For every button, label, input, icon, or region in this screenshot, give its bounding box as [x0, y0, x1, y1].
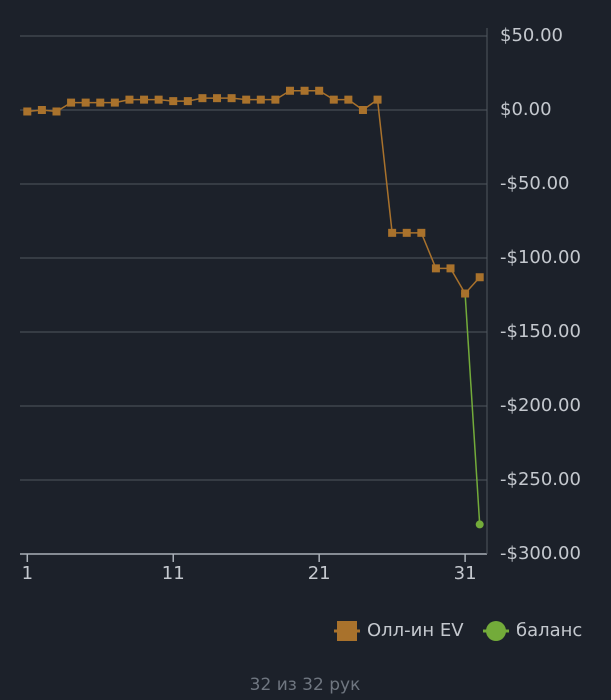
legend-label: баланс [516, 620, 582, 641]
marker [373, 95, 382, 104]
marker [169, 97, 178, 106]
marker [81, 98, 90, 107]
marker [300, 86, 309, 95]
marker [213, 94, 222, 103]
marker [431, 264, 440, 273]
legend-label: Олл-ин EV [367, 620, 464, 641]
marker [256, 95, 265, 104]
marker [52, 107, 61, 116]
marker [461, 289, 470, 298]
x-tick-label: 1 [22, 563, 33, 584]
y-tick-label: $0.00 [500, 99, 552, 120]
y-tick-label: $50.00 [500, 25, 563, 46]
y-tick-label: -$150.00 [500, 321, 581, 342]
marker [183, 97, 192, 106]
marker [125, 95, 134, 104]
marker [227, 94, 236, 103]
marker [110, 98, 119, 107]
marker [344, 95, 353, 104]
marker [154, 95, 163, 104]
y-tick-label: -$50.00 [500, 173, 569, 194]
marker [242, 95, 251, 104]
marker [417, 228, 426, 237]
marker [271, 95, 280, 104]
y-tick-label: -$200.00 [500, 395, 581, 416]
legend-marker [337, 621, 357, 641]
y-tick-label: -$300.00 [500, 543, 581, 564]
marker [67, 98, 76, 107]
marker [140, 95, 149, 104]
marker [23, 107, 32, 116]
marker [388, 228, 397, 237]
legend-marker [486, 621, 506, 641]
marker [402, 228, 411, 237]
series-line [464, 293, 481, 525]
x-tick-label: 21 [308, 563, 331, 584]
series-line [27, 90, 481, 295]
y-tick-label: -$100.00 [500, 247, 581, 268]
marker [285, 86, 294, 95]
marker [96, 98, 105, 107]
x-tick-label: 11 [162, 563, 185, 584]
marker [475, 520, 484, 529]
x-tick-label: 31 [454, 563, 477, 584]
marker [329, 95, 338, 104]
marker [315, 86, 324, 95]
marker [475, 273, 484, 282]
y-tick-label: -$250.00 [500, 469, 581, 490]
marker [358, 106, 367, 114]
marker [446, 264, 455, 273]
marker [198, 94, 207, 103]
footer: 32 из 32 рук [250, 675, 361, 695]
marker [37, 106, 46, 114]
